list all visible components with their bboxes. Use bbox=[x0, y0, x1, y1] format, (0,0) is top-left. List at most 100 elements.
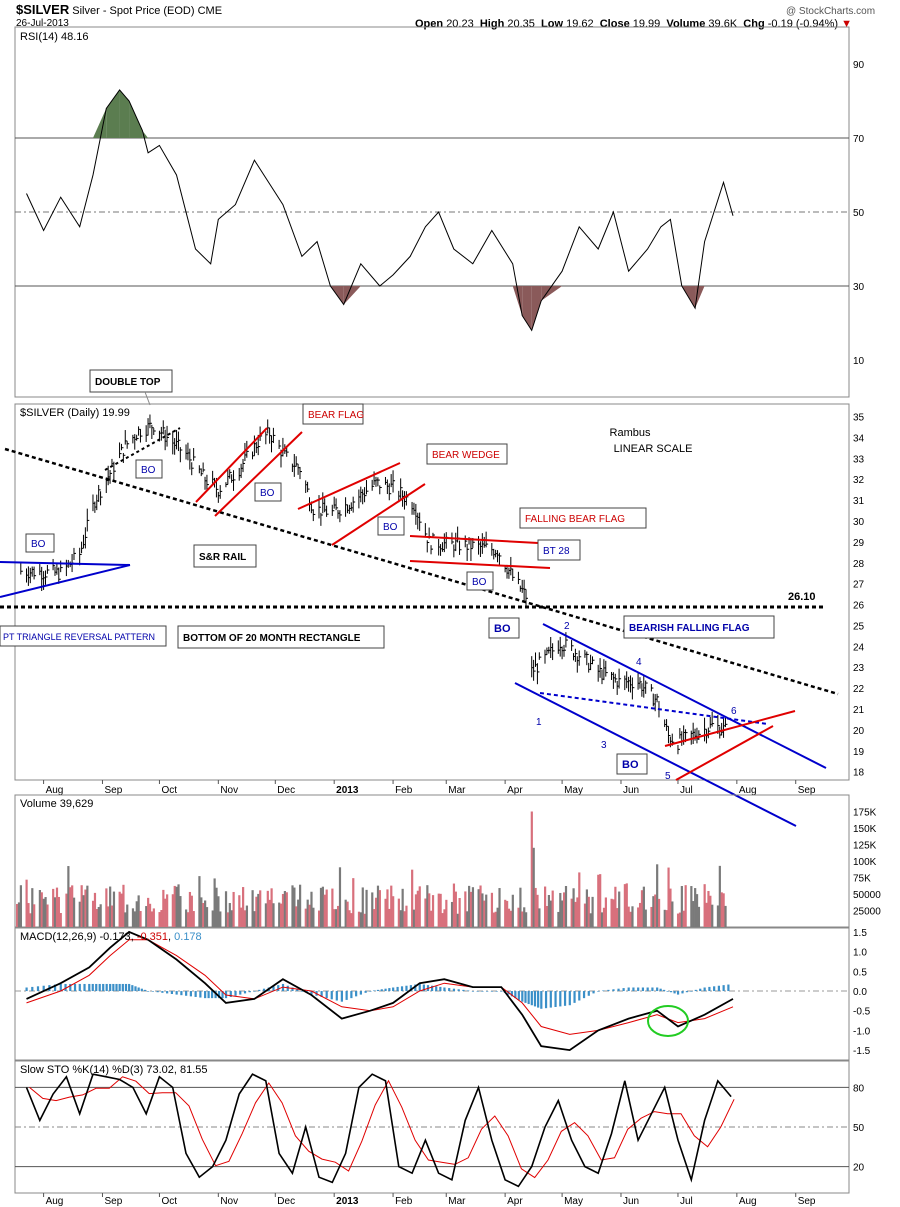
macd-hist-bar bbox=[239, 991, 242, 995]
x-tick-label: Apr bbox=[507, 785, 523, 796]
volume-bar bbox=[205, 907, 209, 927]
rsi-tick-label: 50 bbox=[853, 208, 865, 219]
volume-bar bbox=[663, 909, 666, 927]
volume-bar bbox=[412, 909, 416, 927]
volume-bar bbox=[424, 898, 427, 927]
chart-header: $SILVER Silver - Spot Price (EOD) CME bbox=[16, 2, 222, 17]
macd-hist-bar bbox=[521, 991, 524, 1002]
macd-hist-bar bbox=[88, 983, 91, 992]
bo-label-4: BO bbox=[383, 522, 398, 533]
price-tick-label: 21 bbox=[853, 705, 865, 716]
price-tick-label: 23 bbox=[853, 663, 865, 674]
bo-marker-7: BO bbox=[616, 753, 648, 775]
price-tick-label: 33 bbox=[853, 454, 865, 465]
end-wedge-lower bbox=[675, 725, 774, 781]
macd-hist-bar bbox=[91, 983, 94, 992]
volume-bar bbox=[278, 902, 281, 927]
macd-hist-bar bbox=[549, 991, 552, 1008]
volume-tick-label: 100K bbox=[853, 857, 877, 868]
macd-hist-bar bbox=[663, 989, 666, 992]
sr-rail-box bbox=[193, 544, 257, 568]
macd-hist-bar bbox=[134, 986, 137, 992]
volume-bar bbox=[145, 906, 148, 927]
volume-bar bbox=[506, 900, 509, 927]
macd-hist-bar bbox=[500, 991, 503, 992]
volume-bar bbox=[544, 886, 547, 927]
macd-hist-bar bbox=[291, 987, 294, 992]
macd-hist-bar bbox=[592, 991, 595, 994]
channel-dashed bbox=[539, 692, 769, 725]
bo-box-6 bbox=[488, 617, 520, 639]
macd-grid: -1.5 -1.0 -0.5 0.0 0.5 1.0 1.5 bbox=[15, 928, 871, 1057]
rsi-grid: 10 30 50 70 90 bbox=[15, 60, 865, 367]
falling-bear-flag-label: FALLING BEAR FLAG bbox=[525, 514, 625, 525]
price-tick-label: 20 bbox=[853, 726, 865, 737]
macd-hist-bar bbox=[258, 989, 261, 992]
volume-bar bbox=[204, 900, 207, 927]
volume-bar bbox=[667, 867, 670, 927]
x-tick-label: Aug bbox=[46, 1196, 64, 1207]
price-tick-label: 30 bbox=[853, 517, 865, 528]
volume-bar bbox=[25, 879, 28, 927]
macd-hist-bar bbox=[666, 991, 669, 992]
macd-hist-bar bbox=[31, 986, 34, 992]
macd-tick-label: -1.0 bbox=[853, 1026, 871, 1037]
volume-bar bbox=[232, 891, 235, 927]
macd-hist-bar bbox=[396, 986, 399, 992]
channel-lower bbox=[514, 682, 797, 827]
bear-flag-upper bbox=[214, 431, 303, 517]
rsi-oversold-fill bbox=[343, 286, 361, 305]
volume-bar bbox=[152, 908, 155, 927]
volume-bar bbox=[676, 913, 680, 927]
volume-bar bbox=[669, 888, 672, 927]
bear-flag-callout: BEAR FLAG bbox=[302, 403, 364, 425]
volume-bar bbox=[118, 891, 121, 927]
volume-bar bbox=[297, 899, 300, 927]
macd-hist-bar bbox=[467, 990, 470, 992]
macd-hist-bar bbox=[495, 991, 498, 992]
macd-hist-bar bbox=[612, 989, 615, 992]
sr-rail-label: S&R RAIL bbox=[199, 552, 246, 563]
macd-hist-bar bbox=[578, 991, 581, 1001]
volume-bar bbox=[426, 885, 429, 927]
volume-bar bbox=[509, 910, 513, 927]
volume-bar bbox=[692, 901, 695, 927]
volume-bar bbox=[162, 889, 165, 927]
wave-label-6: 6 bbox=[731, 706, 737, 717]
rsi-overbought-fill bbox=[92, 108, 107, 138]
falling-bear-flag-callout: FALLING BEAR FLAG bbox=[519, 507, 647, 529]
volume-bar bbox=[33, 904, 36, 927]
volume-bar bbox=[53, 897, 57, 927]
macd-hist-bar bbox=[452, 988, 456, 992]
macd-histogram bbox=[25, 983, 730, 1009]
volume-bar bbox=[431, 895, 435, 927]
x-tick-label: May bbox=[564, 1196, 583, 1207]
volume-bar bbox=[654, 894, 657, 927]
volume-bar bbox=[333, 909, 336, 927]
volume-bar bbox=[399, 910, 402, 927]
level-label: 26.10 bbox=[788, 591, 816, 603]
volume-bar bbox=[416, 890, 419, 927]
macd-tick-label: -0.5 bbox=[853, 1007, 871, 1018]
macd-hist-bar bbox=[194, 991, 197, 997]
macd-panel: -1.5 -1.0 -0.5 0.0 0.5 1.0 1.5 MACD(12,26,9) -… bbox=[14, 927, 871, 1061]
volume-bar bbox=[198, 876, 201, 927]
macd-hist-bar bbox=[102, 983, 105, 992]
macd-hist-bar bbox=[355, 991, 358, 997]
volume-bar bbox=[295, 906, 298, 927]
macd-tick-label: 0.0 bbox=[853, 987, 867, 998]
bo-box-4 bbox=[377, 516, 405, 536]
macd-hist-value: 0.178 bbox=[174, 931, 202, 943]
volume-bar bbox=[519, 887, 522, 927]
volume-bar bbox=[363, 913, 366, 927]
volume-bar bbox=[357, 911, 361, 927]
volume-bar bbox=[211, 910, 214, 927]
macd-hist-bar bbox=[262, 988, 266, 992]
macd-hist-bar bbox=[161, 991, 164, 993]
volume-bar bbox=[293, 887, 296, 927]
macd-hist-bar bbox=[651, 987, 654, 992]
volume-bar bbox=[378, 890, 381, 927]
volume-bar bbox=[42, 898, 45, 927]
macd-hist-bar bbox=[656, 987, 659, 992]
wave-label-1: 1 bbox=[536, 717, 542, 728]
